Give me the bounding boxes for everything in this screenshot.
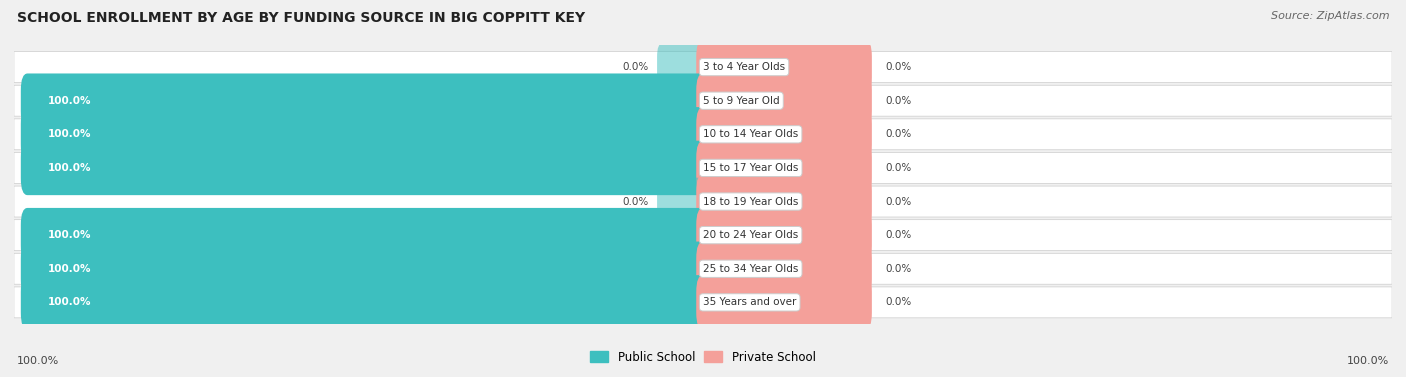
FancyBboxPatch shape [21, 242, 710, 296]
FancyBboxPatch shape [21, 107, 710, 161]
Text: 100.0%: 100.0% [48, 163, 91, 173]
Text: 0.0%: 0.0% [623, 62, 650, 72]
Text: 20 to 24 Year Olds: 20 to 24 Year Olds [703, 230, 799, 240]
Text: 0.0%: 0.0% [886, 129, 911, 139]
Text: 3 to 4 Year Olds: 3 to 4 Year Olds [703, 62, 785, 72]
FancyBboxPatch shape [14, 186, 1392, 217]
Text: 100.0%: 100.0% [1347, 356, 1389, 366]
FancyBboxPatch shape [696, 74, 872, 128]
Text: 100.0%: 100.0% [48, 297, 91, 307]
Text: 0.0%: 0.0% [886, 62, 911, 72]
FancyBboxPatch shape [696, 107, 872, 161]
Text: 100.0%: 100.0% [17, 356, 59, 366]
Text: 0.0%: 0.0% [886, 230, 911, 240]
FancyBboxPatch shape [14, 220, 1392, 251]
Text: 25 to 34 Year Olds: 25 to 34 Year Olds [703, 264, 799, 274]
FancyBboxPatch shape [21, 275, 710, 329]
FancyBboxPatch shape [14, 119, 1392, 150]
Text: SCHOOL ENROLLMENT BY AGE BY FUNDING SOURCE IN BIG COPPITT KEY: SCHOOL ENROLLMENT BY AGE BY FUNDING SOUR… [17, 11, 585, 25]
FancyBboxPatch shape [14, 152, 1392, 183]
Text: 10 to 14 Year Olds: 10 to 14 Year Olds [703, 129, 799, 139]
FancyBboxPatch shape [657, 178, 709, 225]
FancyBboxPatch shape [696, 40, 872, 94]
FancyBboxPatch shape [21, 208, 710, 262]
Text: 15 to 17 Year Olds: 15 to 17 Year Olds [703, 163, 799, 173]
FancyBboxPatch shape [696, 242, 872, 296]
FancyBboxPatch shape [696, 208, 872, 262]
FancyBboxPatch shape [14, 85, 1392, 116]
FancyBboxPatch shape [696, 275, 872, 329]
Text: 0.0%: 0.0% [886, 297, 911, 307]
Text: 100.0%: 100.0% [48, 264, 91, 274]
Text: 0.0%: 0.0% [886, 264, 911, 274]
Text: 0.0%: 0.0% [886, 96, 911, 106]
Text: 5 to 9 Year Old: 5 to 9 Year Old [703, 96, 779, 106]
FancyBboxPatch shape [696, 141, 872, 195]
Text: 18 to 19 Year Olds: 18 to 19 Year Olds [703, 196, 799, 207]
FancyBboxPatch shape [14, 52, 1392, 83]
FancyBboxPatch shape [696, 174, 872, 229]
Legend: Public School, Private School: Public School, Private School [586, 346, 820, 369]
FancyBboxPatch shape [21, 141, 710, 195]
FancyBboxPatch shape [21, 74, 710, 128]
Text: 0.0%: 0.0% [623, 196, 650, 207]
Text: 0.0%: 0.0% [886, 196, 911, 207]
FancyBboxPatch shape [657, 43, 709, 91]
FancyBboxPatch shape [14, 253, 1392, 284]
Text: 100.0%: 100.0% [48, 230, 91, 240]
FancyBboxPatch shape [14, 287, 1392, 318]
Text: 0.0%: 0.0% [886, 163, 911, 173]
Text: 100.0%: 100.0% [48, 96, 91, 106]
Text: 100.0%: 100.0% [48, 129, 91, 139]
Text: 35 Years and over: 35 Years and over [703, 297, 796, 307]
Text: Source: ZipAtlas.com: Source: ZipAtlas.com [1271, 11, 1389, 21]
